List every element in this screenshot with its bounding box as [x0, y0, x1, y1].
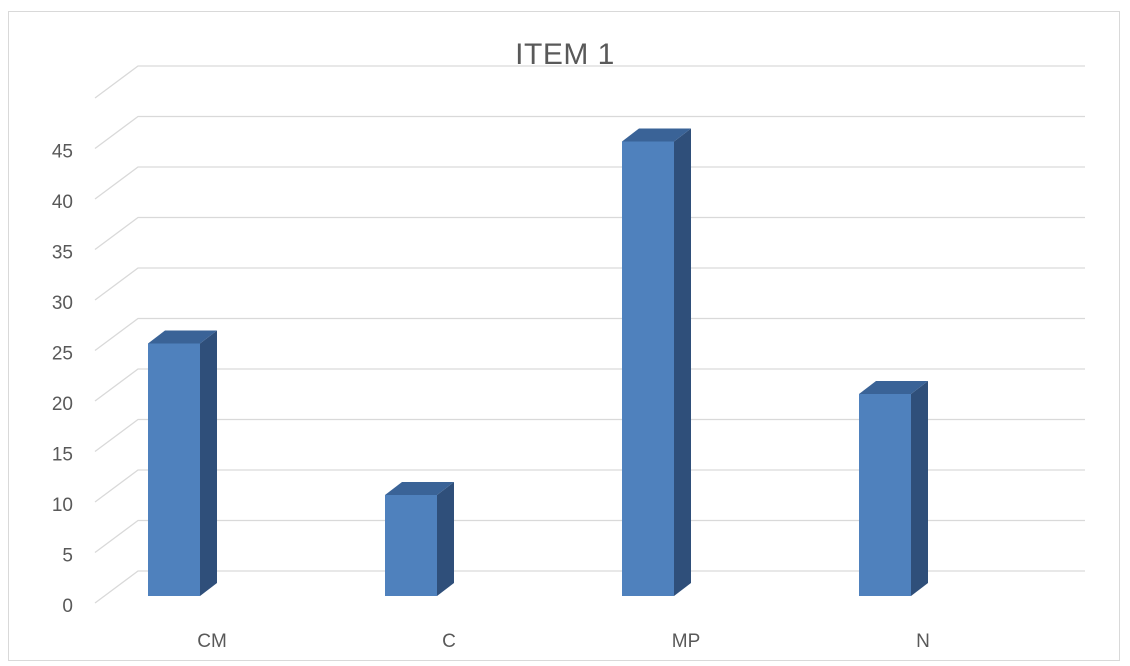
gridline: [94, 570, 1085, 604]
gridline: [94, 519, 1085, 554]
x-tick-label: MP: [672, 631, 701, 652]
gridline: [94, 65, 1085, 99]
bar: [385, 482, 454, 596]
bar-front: [622, 141, 674, 596]
x-tick-label: C: [442, 631, 456, 652]
y-tick-label: 25: [52, 344, 73, 365]
y-tick-label: 20: [52, 394, 73, 415]
bar-front: [859, 394, 911, 596]
gridline: [94, 418, 1085, 453]
y-tick-label: 30: [52, 293, 73, 314]
x-axis-labels: CM C MP N: [197, 631, 930, 652]
y-tick-label: 45: [52, 142, 73, 163]
bars: [148, 128, 928, 596]
y-tick-label: 15: [52, 445, 73, 466]
bar-front: [385, 495, 437, 596]
y-tick-label: 35: [52, 243, 73, 264]
bar: [622, 128, 691, 596]
bar: [859, 381, 928, 596]
y-axis-ticks: 0 5 10 15 20 25 30 35 40 45: [52, 142, 73, 618]
gridline: [94, 368, 1085, 402]
bar-top: [859, 381, 928, 394]
bar-side: [911, 381, 928, 596]
bar-side: [674, 128, 691, 596]
bar-side: [200, 330, 217, 596]
bar-front: [148, 343, 200, 596]
gridline: [94, 469, 1085, 503]
gridline: [94, 166, 1085, 200]
gridlines: [94, 65, 1085, 604]
y-tick-label: 0: [62, 596, 73, 617]
gridline: [94, 267, 1085, 301]
bar-side: [437, 482, 454, 596]
y-tick-label: 40: [52, 192, 73, 213]
bar-top: [622, 128, 691, 142]
bar-top: [148, 330, 217, 344]
gridline: [94, 216, 1085, 251]
gridline: [94, 115, 1085, 150]
y-tick-label: 10: [52, 495, 73, 516]
x-tick-label: N: [916, 631, 930, 652]
x-tick-label: CM: [197, 631, 227, 652]
gridline: [94, 317, 1085, 352]
bar-top: [385, 482, 454, 495]
bar: [148, 330, 217, 596]
y-tick-label: 5: [62, 546, 73, 567]
